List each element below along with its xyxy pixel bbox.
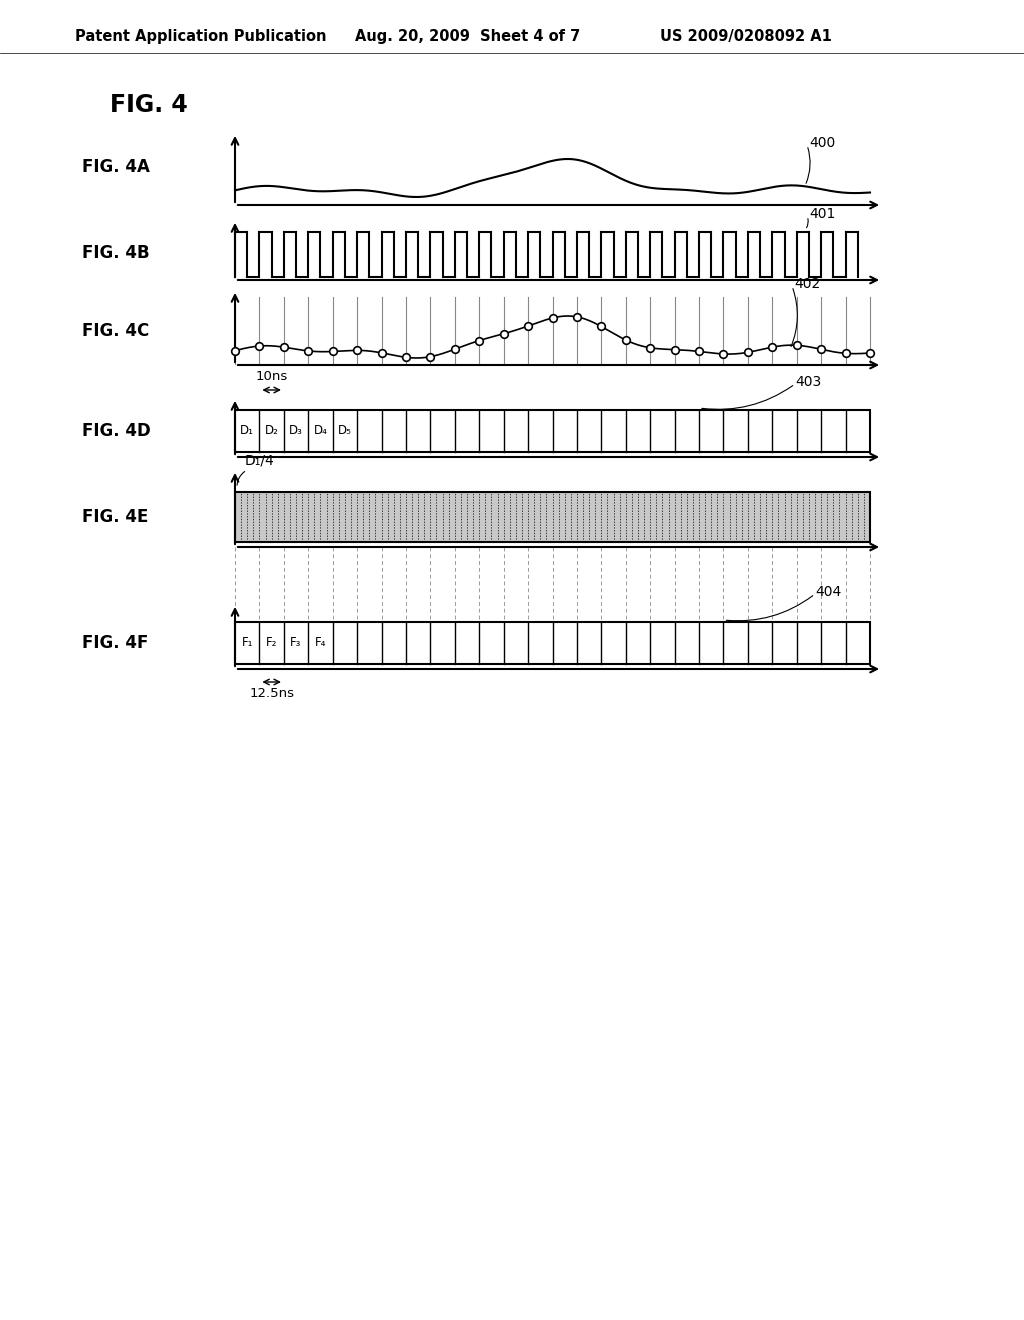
Text: FIG. 4D: FIG. 4D	[82, 422, 151, 440]
Text: D₁/4: D₁/4	[245, 454, 274, 469]
Text: 404: 404	[815, 585, 842, 599]
Text: D₃: D₃	[289, 425, 303, 437]
Text: 400: 400	[809, 136, 836, 150]
Text: D₂: D₂	[264, 425, 279, 437]
Text: D₄: D₄	[313, 425, 328, 437]
Text: 12.5ns: 12.5ns	[249, 686, 294, 700]
Text: US 2009/0208092 A1: US 2009/0208092 A1	[660, 29, 831, 45]
Bar	[234, 492, 870, 543]
Bar	[234, 411, 870, 451]
Bar	[234, 622, 870, 664]
Text: 403: 403	[795, 375, 821, 389]
Text: 401: 401	[809, 207, 836, 220]
Text: D₁: D₁	[241, 425, 254, 437]
Text: FIG. 4F: FIG. 4F	[82, 634, 148, 652]
Text: F₄: F₄	[314, 636, 327, 649]
Text: FIG. 4: FIG. 4	[110, 92, 187, 117]
Text: FIG. 4A: FIG. 4A	[82, 158, 150, 177]
Text: F₃: F₃	[291, 636, 302, 649]
Text: 10ns: 10ns	[256, 370, 288, 383]
Text: D₅: D₅	[338, 425, 352, 437]
Text: F₂: F₂	[266, 636, 278, 649]
Text: 402: 402	[794, 277, 820, 290]
Text: F₁: F₁	[242, 636, 253, 649]
Text: FIG. 4E: FIG. 4E	[82, 508, 148, 525]
Text: FIG. 4B: FIG. 4B	[82, 244, 150, 263]
Text: Patent Application Publication: Patent Application Publication	[75, 29, 327, 45]
Text: FIG. 4C: FIG. 4C	[82, 322, 150, 341]
Text: Aug. 20, 2009  Sheet 4 of 7: Aug. 20, 2009 Sheet 4 of 7	[355, 29, 581, 45]
